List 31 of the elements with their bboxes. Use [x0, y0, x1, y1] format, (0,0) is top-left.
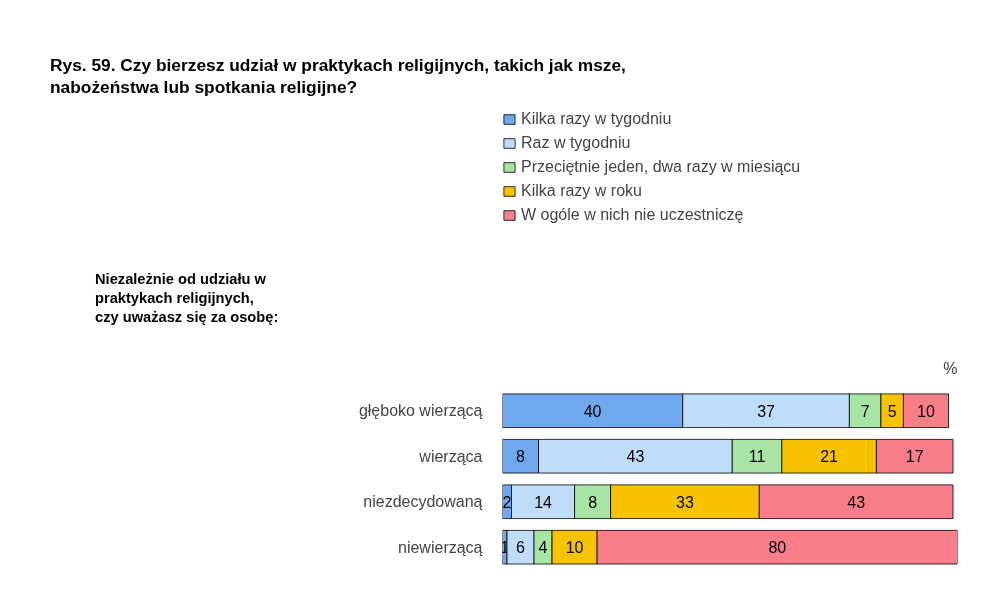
- data-label: 14: [534, 493, 553, 511]
- legend-label: Raz w tygodniu: [521, 134, 631, 152]
- data-label: 7: [860, 402, 870, 420]
- text: Rys. 59. Czy bierzesz udział w praktykach religijnych, takich jak msze, nabożeństwa lub spotkania religijne?: [50, 55, 627, 99]
- text: %: [943, 359, 958, 377]
- legend-label: Kilka razy w roku: [521, 182, 642, 200]
- data-label: 2: [502, 493, 512, 511]
- y-tick-label: niewierzącą: [398, 538, 483, 556]
- data-label: 21: [820, 448, 839, 466]
- data-label: 40: [583, 402, 602, 420]
- y-tick-label: wierząca: [418, 447, 483, 465]
- data-label: 33: [676, 493, 694, 511]
- data-label: 37: [757, 402, 776, 420]
- data-label: 8: [588, 493, 598, 511]
- y-tick-label: niezdecydowaną: [363, 493, 483, 511]
- data-label: 8: [516, 448, 526, 466]
- data-label: 4: [538, 539, 548, 557]
- data-label: 6: [516, 539, 526, 557]
- data-label: 43: [847, 493, 866, 511]
- legend-label: Kilka razy w tygodniu: [521, 110, 672, 128]
- text: Niezależnie od udziału w praktykach religijnych, czy uważasz się za osobę:: [95, 270, 279, 328]
- data-label: 10: [565, 539, 584, 557]
- data-label: 43: [626, 448, 645, 466]
- data-label: 17: [905, 448, 924, 466]
- data-label: 11: [748, 448, 766, 466]
- data-label: 5: [887, 402, 897, 420]
- y-tick-label: głęboko wierzącą: [358, 402, 483, 420]
- data-label: 10: [917, 402, 935, 420]
- data-label: 80: [768, 539, 787, 557]
- legend-label: W ogóle w nich nie uczestniczę: [521, 206, 744, 224]
- legend-label: Przeciętnie jeden, dwa razy w miesiącu: [521, 158, 801, 176]
